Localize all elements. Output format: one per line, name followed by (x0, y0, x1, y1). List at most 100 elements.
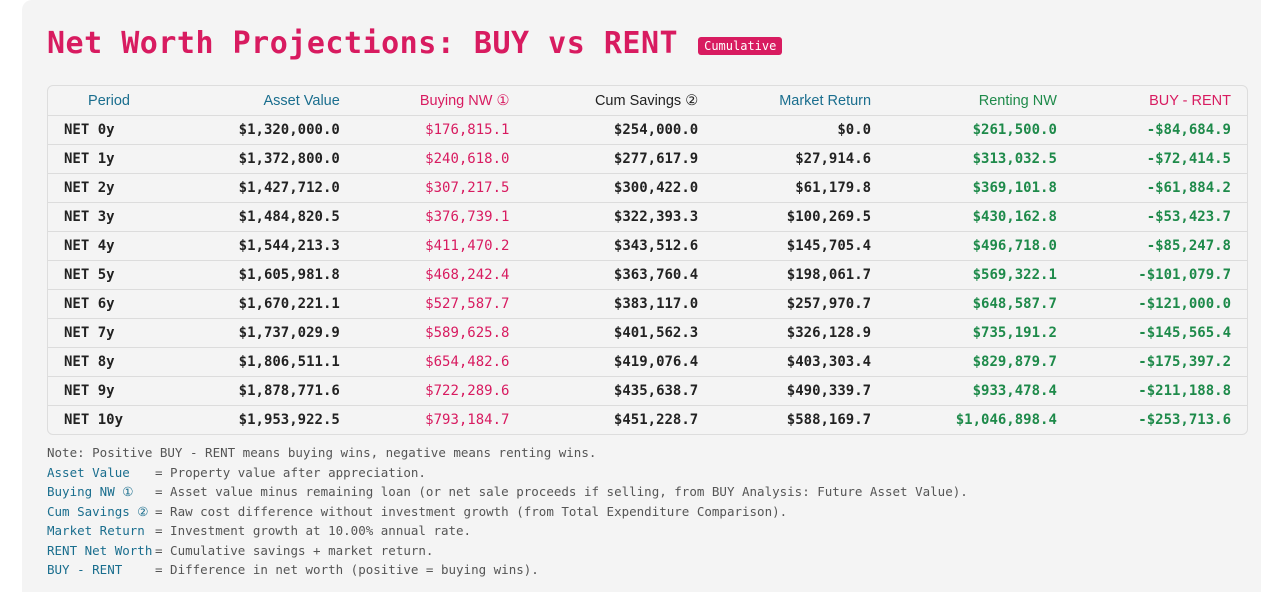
note-text: = Cumulative savings + market return. (155, 542, 434, 558)
cell-asset-value: $1,953,922.5 (170, 405, 356, 434)
note-key: BUY - RENT (47, 562, 123, 577)
cell-renting-nw: $430,162.8 (887, 202, 1073, 232)
cell-buy-minus-rent: -$175,397.2 (1072, 347, 1247, 377)
table-row: NET 1y $1,372,800.0 $240,618.0 $277,617.9 $2… (48, 144, 1247, 174)
cell-cum-savings: $322,393.3 (525, 202, 715, 232)
cell-renting-nw: $313,032.5 (887, 144, 1073, 174)
cell-period: NET 4y (48, 231, 170, 261)
cell-market-return: $61,179.8 (714, 173, 888, 203)
cell-period: NET 8y (48, 347, 170, 377)
cell-renting-nw: $261,500.0 (887, 115, 1073, 145)
note-line: BUY - RENT = Difference in net worth (pos… (47, 560, 968, 580)
header-buying-nw: Buying NW ① (419, 92, 510, 109)
cell-buying-nw: $376,739.1 (355, 202, 526, 232)
cell-buy-minus-rent: -$101,079.7 (1072, 260, 1247, 290)
note-line: Cum Savings ② = Raw cost difference witho… (47, 502, 968, 522)
cell-period: NET 7y (48, 318, 170, 348)
cell-renting-nw: $496,718.0 (887, 231, 1073, 261)
cell-buy-minus-rent: -$84,684.9 (1072, 115, 1247, 145)
cell-market-return: $490,339.7 (714, 376, 888, 406)
cell-renting-nw: $369,101.8 (887, 173, 1073, 203)
cell-buying-nw: $411,470.2 (355, 231, 526, 261)
cell-market-return: $588,169.7 (714, 405, 888, 434)
table-row: NET 3y $1,484,820.5 $376,739.1 $322,393.3 $1… (48, 202, 1247, 232)
table-body: NET 0y $1,320,000.0 $176,815.1 $254,000.0 $0… (48, 115, 1247, 434)
cell-buy-minus-rent: -$253,713.6 (1072, 405, 1247, 434)
cell-renting-nw: $933,478.4 (887, 376, 1073, 406)
cell-market-return: $0.0 (714, 115, 888, 145)
cell-period: NET 3y (48, 202, 170, 232)
header-renting-nw: Renting NW (978, 92, 1057, 109)
cell-cum-savings: $277,617.9 (525, 144, 715, 174)
cell-buying-nw: $527,587.7 (355, 289, 526, 319)
cell-market-return: $198,061.7 (714, 260, 888, 290)
table-row: NET 9y $1,878,771.6 $722,289.6 $435,638.7 $4… (48, 376, 1247, 406)
cell-asset-value: $1,878,771.6 (170, 376, 356, 406)
cell-period: NET 2y (48, 173, 170, 203)
cell-buy-minus-rent: -$53,423.7 (1072, 202, 1247, 232)
cell-renting-nw: $829,879.7 (887, 347, 1073, 377)
cell-buying-nw: $722,289.6 (355, 376, 526, 406)
cell-period: NET 6y (48, 289, 170, 319)
cell-renting-nw: $569,322.1 (887, 260, 1073, 290)
note-key: Buying NW ① (47, 484, 134, 499)
cell-period: NET 9y (48, 376, 170, 406)
cell-buying-nw: $240,618.0 (355, 144, 526, 174)
cell-period: NET 1y (48, 144, 170, 174)
note-line: Asset Value = Property value after apprec… (47, 463, 968, 483)
cell-renting-nw: $648,587.7 (887, 289, 1073, 319)
table-row: NET 10y $1,953,922.5 $793,184.7 $451,228.7 $… (48, 405, 1247, 434)
cell-asset-value: $1,806,511.1 (170, 347, 356, 377)
header-buy-minus-rent: BUY - RENT (1149, 92, 1231, 109)
cell-market-return: $100,269.5 (714, 202, 888, 232)
cell-buy-minus-rent: -$72,414.5 (1072, 144, 1247, 174)
table-row: NET 6y $1,670,221.1 $527,587.7 $383,117.0 $2… (48, 289, 1247, 319)
cell-renting-nw: $735,191.2 (887, 318, 1073, 348)
cell-asset-value: $1,320,000.0 (170, 115, 356, 145)
table-row: NET 0y $1,320,000.0 $176,815.1 $254,000.0 $0… (48, 115, 1247, 145)
projection-table: Period Asset Value Buying NW ① Cum Savin… (48, 86, 1247, 434)
cell-cum-savings: $435,638.7 (525, 376, 715, 406)
note-key: Market Return (47, 523, 145, 538)
note-line: Buying NW ① = Asset value minus remaining… (47, 482, 968, 502)
note-line: RENT Net Worth = Cumulative savings + mar… (47, 541, 968, 561)
cell-asset-value: $1,484,820.5 (170, 202, 356, 232)
title-row: Net Worth Projections: BUY vs RENT Cumul… (47, 26, 783, 61)
cell-asset-value: $1,372,800.0 (170, 144, 356, 174)
cell-cum-savings: $343,512.6 (525, 231, 715, 261)
note-text: = Asset value minus remaining loan (or n… (155, 484, 968, 499)
cell-period: NET 10y (48, 405, 170, 434)
cell-market-return: $145,705.4 (714, 231, 888, 261)
cell-period: NET 5y (48, 260, 170, 290)
cumulative-badge: Cumulative (698, 36, 783, 55)
table-header-row: Period Asset Value Buying NW ① Cum Savin… (48, 86, 1247, 116)
cell-buying-nw: $589,625.8 (355, 318, 526, 348)
note-key: Cum Savings ② (47, 503, 149, 519)
projection-panel: Net Worth Projections: BUY vs RENT Cumul… (22, 0, 1261, 592)
cell-market-return: $403,303.4 (714, 347, 888, 377)
cell-asset-value: $1,427,712.0 (170, 173, 356, 203)
table-row: NET 8y $1,806,511.1 $654,482.6 $419,076.4 $4… (48, 347, 1247, 377)
cell-buying-nw: $468,242.4 (355, 260, 526, 290)
cell-buying-nw: $654,482.6 (355, 347, 526, 377)
table-row: NET 7y $1,737,029.9 $589,625.8 $401,562.3 $3… (48, 318, 1247, 348)
cell-cum-savings: $401,562.3 (525, 318, 715, 348)
note-key: Asset Value (47, 464, 130, 480)
cell-renting-nw: $1,046,898.4 (887, 405, 1073, 434)
note-text: = Investment growth at 10.00% annual rat… (155, 523, 472, 538)
cell-cum-savings: $254,000.0 (525, 115, 715, 145)
note-text: = Raw cost difference without investment… (155, 503, 788, 519)
cell-buying-nw: $307,217.5 (355, 173, 526, 203)
cell-asset-value: $1,737,029.9 (170, 318, 356, 348)
cell-buy-minus-rent: -$61,884.2 (1072, 173, 1247, 203)
table-row: NET 2y $1,427,712.0 $307,217.5 $300,422.0 $6… (48, 173, 1247, 203)
note-text: = Property value after appreciation. (155, 464, 426, 480)
cell-asset-value: $1,605,981.8 (170, 260, 356, 290)
header-cum-savings: Cum Savings ② (594, 92, 699, 109)
cell-buy-minus-rent: -$145,565.4 (1072, 318, 1247, 348)
cell-market-return: $257,970.7 (714, 289, 888, 319)
cell-cum-savings: $363,760.4 (525, 260, 715, 290)
cell-buy-minus-rent: -$121,000.0 (1072, 289, 1247, 319)
cell-period: NET 0y (48, 115, 170, 145)
cell-buy-minus-rent: -$85,247.8 (1072, 231, 1247, 261)
